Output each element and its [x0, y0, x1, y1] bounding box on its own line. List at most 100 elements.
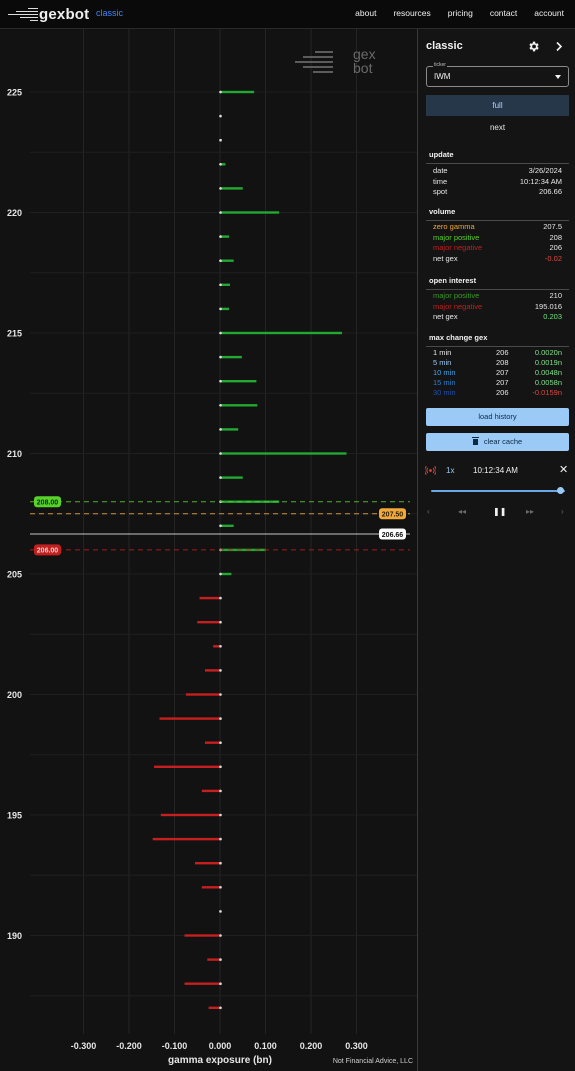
- sidebar-title: classic: [426, 40, 463, 52]
- gex-bar: [159, 717, 220, 720]
- gex-bar: [220, 307, 230, 311]
- strike-point: [219, 114, 222, 118]
- nav-pricing[interactable]: pricing: [447, 8, 473, 18]
- gex-bar: [220, 235, 230, 238]
- gex-bar: [201, 886, 220, 889]
- chevron-right-icon[interactable]: [554, 41, 564, 52]
- update-row-date: date 3/26/2024: [433, 166, 562, 175]
- gex-bar: [220, 211, 280, 214]
- gex-bar: [220, 163, 226, 166]
- strike-point: [219, 452, 222, 455]
- logo[interactable]: gexbot: [8, 4, 89, 24]
- level-label: 208.00: [37, 500, 59, 507]
- nav-resources[interactable]: resources: [393, 8, 431, 18]
- strike-point: [219, 187, 222, 190]
- load-history-button[interactable]: load history: [426, 408, 569, 426]
- x-tick-label: -0.100: [162, 1041, 188, 1051]
- y-tick-label: 225: [7, 88, 22, 98]
- close-icon[interactable]: ✕: [559, 464, 569, 476]
- x-tick-label: -0.300: [71, 1041, 97, 1051]
- gex-bar: [220, 524, 234, 527]
- dropdown-caret-icon: [555, 75, 561, 79]
- strike-point: [219, 934, 222, 937]
- y-tick-label: 200: [7, 690, 22, 700]
- rewind-icon[interactable]: ◂◂: [458, 507, 467, 516]
- strike-point: [219, 428, 222, 431]
- gex-bar: [220, 428, 239, 431]
- volume-row-net-gex: net gex -0.02: [433, 254, 562, 263]
- strike-point: [219, 669, 222, 672]
- footer-note: Not Financial Advice, LLC: [332, 1058, 413, 1065]
- nav-contact[interactable]: contact: [489, 8, 518, 18]
- level-label: 206.00: [37, 548, 59, 555]
- strike-point: [219, 596, 222, 600]
- max-change-row: 1 min 206 0.0020n: [433, 348, 562, 357]
- divider: [426, 289, 569, 290]
- level-label: 207.50: [382, 512, 404, 519]
- x-tick-label: 0.100: [254, 1041, 277, 1051]
- volume-row-zero-gamma: zero gamma 207.5: [433, 222, 562, 231]
- live-broadcast-icon[interactable]: [425, 465, 436, 476]
- strike-point: [219, 982, 222, 985]
- skip-start-icon[interactable]: ‹: [427, 507, 430, 516]
- volume-heading: volume: [429, 207, 456, 216]
- nav-about[interactable]: about: [355, 8, 377, 18]
- nav-account[interactable]: account: [534, 8, 564, 18]
- watermark-text: gex bot: [353, 46, 376, 76]
- strike-point: [219, 283, 222, 287]
- pause-icon[interactable]: ❚❚: [493, 507, 507, 516]
- oi-row-major-positive: major positive 210: [433, 291, 562, 300]
- strike-point: [219, 379, 222, 383]
- x-tick-label: 0.000: [209, 1041, 232, 1051]
- strike-point: [219, 789, 222, 793]
- level-badge: [34, 496, 61, 508]
- oi-row-net-gex: net gex 0.203: [433, 312, 562, 321]
- playback-slider-thumb[interactable]: [557, 487, 565, 494]
- strike-point: [219, 524, 222, 528]
- brand-subtitle[interactable]: classic: [96, 8, 124, 18]
- y-tick-label: 220: [7, 208, 22, 218]
- x-tick-label: 0.200: [300, 1041, 323, 1051]
- strike-point: [219, 886, 222, 889]
- trash-icon: [471, 437, 479, 445]
- gex-bar: [185, 693, 220, 696]
- full-button[interactable]: full: [426, 95, 569, 116]
- gex-bar: [220, 283, 231, 286]
- gex-bar: [220, 476, 243, 479]
- gex-bar: [197, 621, 220, 624]
- playback-speed[interactable]: 1x: [446, 466, 455, 475]
- gex-bar: [220, 259, 234, 262]
- brand-name: gexbot: [39, 5, 90, 23]
- strike-point: [219, 765, 222, 769]
- gex-bar: [160, 813, 220, 817]
- next-button[interactable]: next: [426, 117, 569, 138]
- update-row-spot: spot 206.66: [433, 187, 562, 196]
- playback-slider[interactable]: [431, 490, 565, 492]
- strike-point: [219, 717, 222, 720]
- update-row-time: time 10:12:34 AM: [433, 177, 562, 186]
- gex-bar: [154, 765, 220, 768]
- fast-forward-icon[interactable]: ▸▸: [526, 507, 535, 516]
- y-tick-label: 215: [7, 329, 22, 339]
- playback-time: 10:12:34 AM: [473, 466, 518, 475]
- oi-row-major-negative: major negative 195.016: [433, 302, 562, 311]
- ticker-select[interactable]: ticker IWM: [426, 62, 569, 87]
- level-label: 206.66: [382, 532, 404, 539]
- strike-point: [219, 355, 222, 359]
- y-tick-label: 190: [7, 931, 22, 941]
- skip-end-icon[interactable]: ›: [561, 507, 564, 516]
- clear-cache-button[interactable]: clear cache: [426, 433, 569, 451]
- watermark: gex bot: [295, 46, 383, 83]
- update-heading: update: [429, 150, 454, 159]
- gex-bar: [220, 331, 342, 335]
- gex-bar: [204, 669, 220, 672]
- gex-chart[interactable]: 208.00 207.50 206.66 206.00 190 195 200 205 210 2…: [0, 29, 417, 1071]
- divider: [426, 220, 569, 221]
- gear-icon[interactable]: [527, 40, 540, 53]
- max-change-row: 15 min 207 0.0058n: [433, 378, 562, 387]
- ticker-label: ticker: [433, 62, 447, 68]
- gex-bar: [213, 645, 220, 648]
- gex-bar: [220, 90, 255, 94]
- chart-svg: 208.00 207.50 206.66 206.00 190 195 200 205 210 2…: [7, 29, 417, 1066]
- volume-row-major-negative: major negative 206: [433, 243, 562, 252]
